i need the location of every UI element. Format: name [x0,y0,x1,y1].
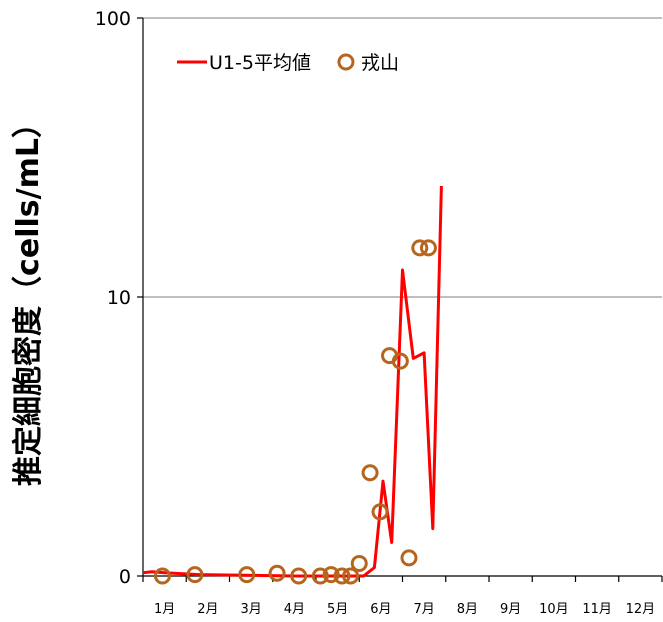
x-tick-label-9: 10月 [539,602,569,617]
series-1-point-1 [186,566,204,584]
series-1-point-10 [361,464,379,482]
x-tick-label-1: 2月 [197,602,218,617]
legend: U1-5平均値 戎山 [177,52,399,74]
series-1-point-5 [311,567,329,585]
x-tick-label-11: 12月 [626,602,656,617]
x-ticks: 1月 2月 3月 4月 5月 6月 7月 8月 9月 10月 11月 12月 [142,576,663,617]
y-tick-label-1: 10 [107,287,131,309]
series-1-point-9 [350,554,368,572]
series-1-point-16 [419,239,437,257]
x-tick-label-8: 9月 [500,602,521,617]
series-1-point-8 [342,567,360,585]
series-1-point-0 [153,567,171,585]
legend-label-1: 戎山 [361,52,399,74]
x-tick-label-4: 5月 [327,602,348,617]
series-1-point-2 [238,566,256,584]
series-1-point-7 [333,567,351,585]
series-1-point-14 [400,549,418,567]
series-1-point-4 [290,567,308,585]
legend-marker-swatch-1 [337,53,355,71]
legend-label-0: U1-5平均値 [209,52,311,74]
series-1-point-15 [411,239,429,257]
series-1-point-3 [268,564,286,582]
x-tick-label-2: 3月 [240,602,261,617]
series-1-point-11 [371,503,389,521]
x-tick-label-0: 1月 [154,602,175,617]
y-tick-label-2: 100 [95,8,131,30]
x-tick-label-5: 6月 [370,602,391,617]
x-tick-label-10: 11月 [582,602,612,617]
x-tick-label-6: 7月 [413,602,434,617]
x-tick-label-3: 4月 [284,602,305,617]
x-tick-label-7: 8月 [457,602,478,617]
series-line-0 [142,185,443,578]
y-ticks: 0 10 100 [95,8,143,588]
y-tick-label-0: 0 [119,566,131,588]
series-1-point-6 [322,566,340,584]
series-layer [142,185,443,585]
series-1-point-13 [391,352,409,370]
y-axis-label: 推定細胞密度（cells/mL） [11,108,46,486]
